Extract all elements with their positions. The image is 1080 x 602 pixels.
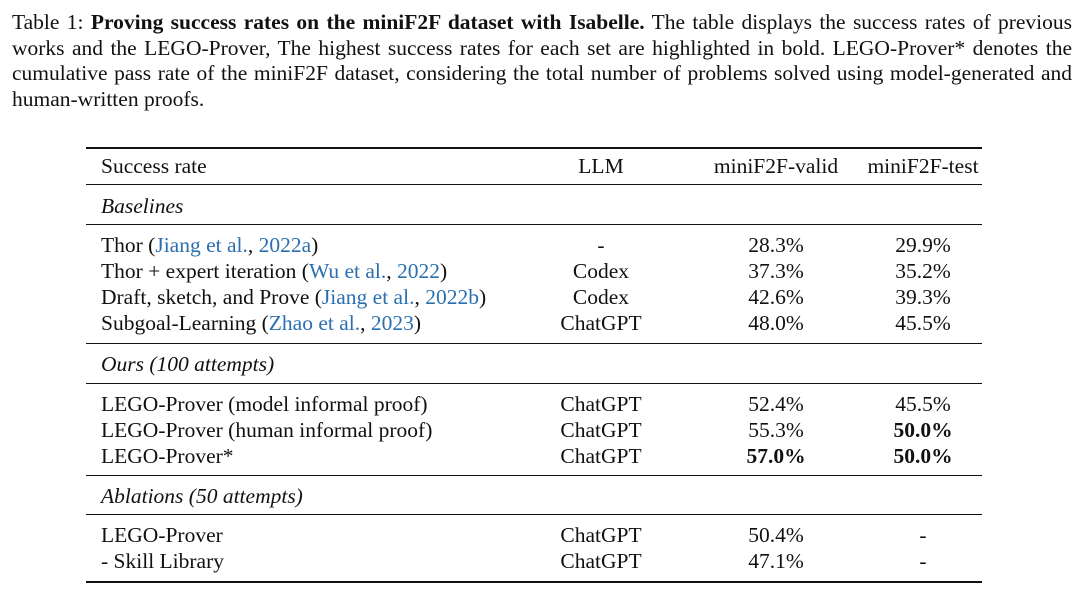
section-rule: [86, 383, 982, 384]
table-cell-valid: 52.4%: [748, 392, 804, 416]
section-ours: Ours (100 attempts): [101, 352, 275, 376]
header-minif2f-valid: miniF2F-valid: [713, 154, 839, 178]
section-rule: [86, 475, 982, 476]
table-cell-llm: ChatGPT: [560, 523, 642, 547]
table-row-name: Draft, sketch, and Prove (Jiang et al., …: [101, 285, 487, 309]
caption-title: Proving success rates on the miniF2F dat…: [90, 10, 645, 34]
header-minif2f-test: miniF2F-test: [867, 154, 979, 178]
table-cell-valid: 28.3%: [748, 233, 804, 257]
table-cell-test: -: [919, 523, 927, 547]
section-baselines: Baselines: [101, 194, 184, 218]
table-cell-valid: 55.3%: [748, 418, 804, 442]
table-cell-valid: 47.1%: [748, 549, 804, 573]
table-row-name: LEGO-Prover (human informal proof): [101, 418, 433, 442]
section-rule: [86, 224, 982, 225]
citation-link[interactable]: Jiang et al.: [321, 285, 415, 309]
citation-link[interactable]: Wu et al.: [308, 259, 387, 283]
header-rule: [86, 184, 982, 185]
table-cell-valid-best: 57.0%: [746, 444, 806, 468]
citation-link[interactable]: 2022b: [425, 285, 479, 309]
citation-link[interactable]: 2023: [370, 311, 414, 335]
top-rule: [86, 147, 982, 149]
table-cell-test-best: 50.0%: [893, 444, 953, 468]
table-row-name: Thor + expert iteration (Wu et al., 2022…: [101, 259, 448, 283]
table-cell-llm: Codex: [572, 259, 630, 283]
header-llm: LLM: [578, 154, 624, 178]
table-cell-valid: 50.4%: [748, 523, 804, 547]
table-cell-test: 45.5%: [895, 392, 951, 416]
table-row-name: LEGO-Prover (model informal proof): [101, 392, 428, 416]
table-cell-llm: ChatGPT: [560, 418, 642, 442]
table-row-name: LEGO-Prover*: [101, 444, 234, 468]
citation-link[interactable]: 2022: [397, 259, 441, 283]
table-row-name: - Skill Library: [101, 549, 225, 573]
table-cell-valid: 48.0%: [748, 311, 804, 335]
table-cell-test: 39.3%: [895, 285, 951, 309]
table-cell-llm: ChatGPT: [560, 311, 642, 335]
table-cell-test: -: [919, 549, 927, 573]
table-cell-test: 35.2%: [895, 259, 951, 283]
table-row-name: Subgoal-Learning (Zhao et al., 2023): [101, 311, 422, 335]
section-rule: [86, 514, 982, 515]
table-cell-valid: 42.6%: [748, 285, 804, 309]
citation-link[interactable]: Zhao et al.: [268, 311, 361, 335]
table-cell-test: 29.9%: [895, 233, 951, 257]
section-ablations: Ablations (50 attempts): [101, 484, 303, 508]
section-rule: [86, 343, 982, 344]
citation-link[interactable]: Jiang et al.: [155, 233, 248, 257]
table-cell-llm: ChatGPT: [560, 392, 642, 416]
table-caption: Table 1: Proving success rates on the mi…: [12, 10, 1072, 112]
table-cell-llm: Codex: [572, 285, 630, 309]
table-cell-llm: ChatGPT: [560, 549, 642, 573]
table-row-name: Thor (Jiang et al., 2022a): [101, 233, 319, 257]
bottom-rule: [86, 581, 982, 583]
table-cell-test: 45.5%: [895, 311, 951, 335]
table-cell-llm: -: [597, 233, 605, 257]
table-row-name: LEGO-Prover: [101, 523, 223, 547]
table-cell-valid: 37.3%: [748, 259, 804, 283]
header-success-rate: Success rate: [101, 154, 207, 178]
citation-link[interactable]: 2022a: [258, 233, 312, 257]
caption-text: The table displays the success rates of …: [12, 10, 1072, 111]
caption-label: Table 1:: [12, 10, 91, 34]
table-cell-test-best: 50.0%: [893, 418, 953, 442]
table-cell-llm: ChatGPT: [560, 444, 642, 468]
